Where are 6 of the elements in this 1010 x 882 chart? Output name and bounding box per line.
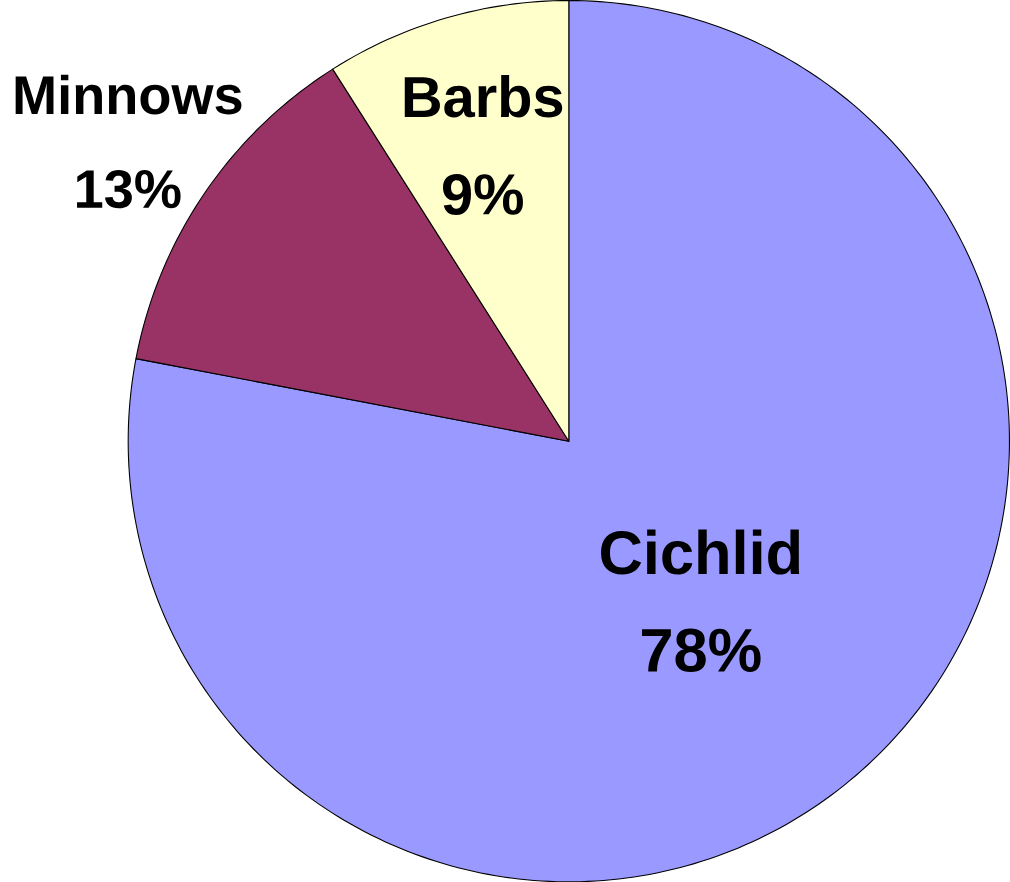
slice-label: Minnows bbox=[15, 74, 242, 115]
data-label: 9% bbox=[443, 173, 523, 215]
slice-label: Barbs bbox=[404, 74, 563, 118]
data-label: 13% bbox=[77, 169, 181, 209]
slice-label: Cichlid bbox=[601, 529, 800, 575]
data-label: 78% bbox=[642, 628, 761, 672]
